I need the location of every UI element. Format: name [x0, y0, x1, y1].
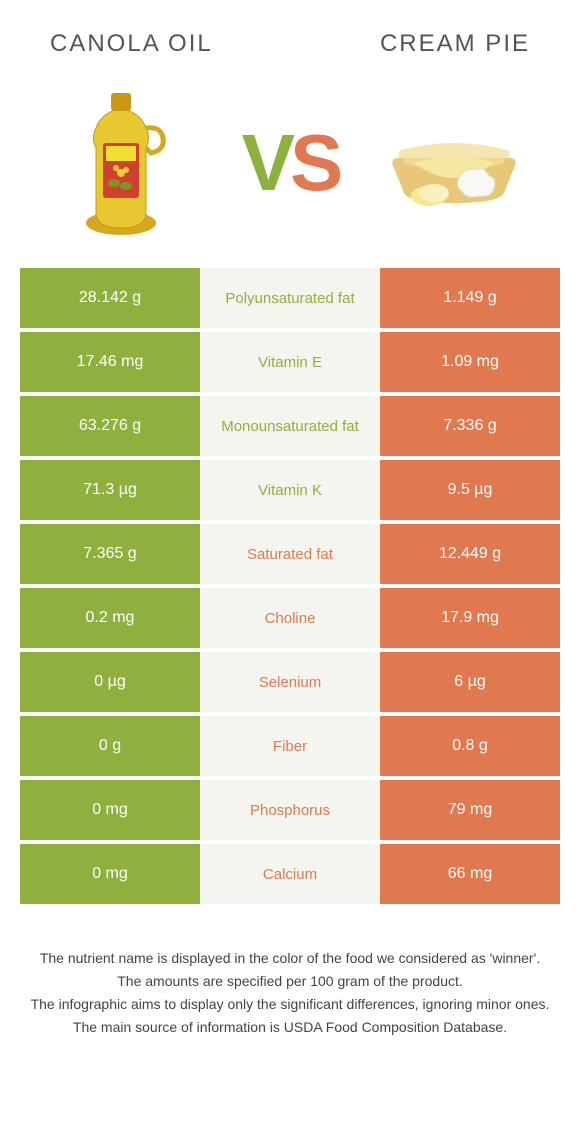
nutrient-label-cell: Phosphorus — [200, 780, 380, 840]
footer-line-2: The amounts are specified per 100 gram o… — [30, 971, 550, 992]
footer-line-3: The infographic aims to display only the… — [30, 994, 550, 1015]
nutrient-label-cell: Vitamin K — [200, 460, 380, 520]
left-food-image — [51, 88, 201, 238]
footer-line-1: The nutrient name is displayed in the co… — [30, 948, 550, 969]
table-row: 0.2 mgCholine17.9 mg — [20, 588, 560, 648]
left-value-cell: 7.365 g — [20, 524, 200, 584]
right-value-cell: 1.149 g — [380, 268, 560, 328]
right-value-cell: 79 mg — [380, 780, 560, 840]
table-row: 7.365 gSaturated fat12.449 g — [20, 524, 560, 584]
right-value-cell: 12.449 g — [380, 524, 560, 584]
right-value-cell: 0.8 g — [380, 716, 560, 776]
nutrient-label-cell: Selenium — [200, 652, 380, 712]
vs-s: S — [290, 118, 338, 207]
left-value-cell: 0 µg — [20, 652, 200, 712]
left-value-cell: 0 mg — [20, 780, 200, 840]
comparison-table: 28.142 gPolyunsaturated fat1.149 g17.46 … — [0, 268, 580, 904]
right-food-image — [379, 88, 529, 238]
left-value-cell: 0.2 mg — [20, 588, 200, 648]
table-row: 28.142 gPolyunsaturated fat1.149 g — [20, 268, 560, 328]
nutrient-label-cell: Vitamin E — [200, 332, 380, 392]
nutrient-label-cell: Fiber — [200, 716, 380, 776]
table-row: 63.276 gMonounsaturated fat7.336 g — [20, 396, 560, 456]
vs-label: VS — [242, 117, 339, 209]
right-value-cell: 17.9 mg — [380, 588, 560, 648]
right-food-title: Cream pie — [380, 30, 530, 58]
left-food-title: Canola oil — [50, 30, 213, 58]
left-value-cell: 0 g — [20, 716, 200, 776]
right-value-cell: 7.336 g — [380, 396, 560, 456]
right-value-cell: 6 µg — [380, 652, 560, 712]
footer-line-4: The main source of information is USDA F… — [30, 1017, 550, 1038]
left-value-cell: 63.276 g — [20, 396, 200, 456]
right-value-cell: 66 mg — [380, 844, 560, 904]
left-value-cell: 71.3 µg — [20, 460, 200, 520]
hero-row: VS — [0, 78, 580, 268]
table-row: 0 gFiber0.8 g — [20, 716, 560, 776]
table-row: 17.46 mgVitamin E1.09 mg — [20, 332, 560, 392]
left-value-cell: 28.142 g — [20, 268, 200, 328]
left-value-cell: 17.46 mg — [20, 332, 200, 392]
cream-pie-icon — [379, 108, 529, 218]
table-row: 71.3 µgVitamin K9.5 µg — [20, 460, 560, 520]
canola-bottle-icon — [81, 88, 171, 238]
table-row: 0 µgSelenium6 µg — [20, 652, 560, 712]
nutrient-label-cell: Saturated fat — [200, 524, 380, 584]
footer-notes: The nutrient name is displayed in the co… — [0, 908, 580, 1038]
vs-v: V — [242, 118, 290, 207]
table-row: 0 mgCalcium66 mg — [20, 844, 560, 904]
right-value-cell: 9.5 µg — [380, 460, 560, 520]
nutrient-label-cell: Calcium — [200, 844, 380, 904]
header-row: Canola oil Cream pie — [0, 0, 580, 78]
nutrient-label-cell: Monounsaturated fat — [200, 396, 380, 456]
nutrient-label-cell: Choline — [200, 588, 380, 648]
nutrient-label-cell: Polyunsaturated fat — [200, 268, 380, 328]
table-row: 0 mgPhosphorus79 mg — [20, 780, 560, 840]
left-value-cell: 0 mg — [20, 844, 200, 904]
right-value-cell: 1.09 mg — [380, 332, 560, 392]
